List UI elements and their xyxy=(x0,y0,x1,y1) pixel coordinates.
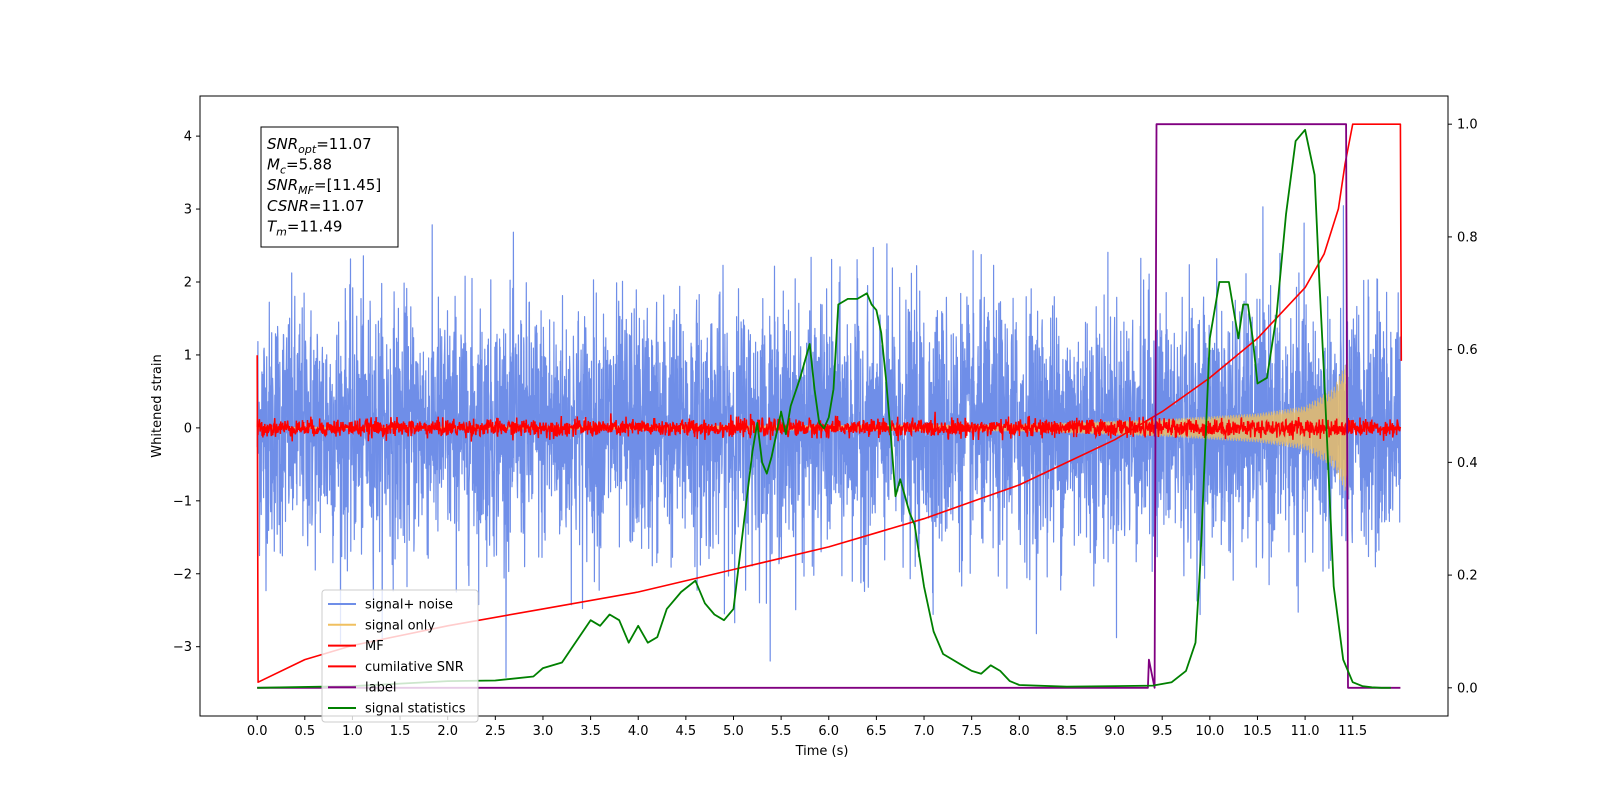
info-box: SNRopt=11.07Mc=5.88SNRMF=[11.45]CSNR=11.… xyxy=(260,126,399,248)
info-subscript: opt xyxy=(298,143,317,156)
y-tick-label: −1 xyxy=(173,494,192,509)
info-box-frame xyxy=(260,126,399,248)
x-tick-label: 11.0 xyxy=(1291,724,1320,739)
legend-label: label xyxy=(365,681,396,696)
legend: signal+ noise signal only MF cumilative SNR… xyxy=(321,589,479,723)
info-variable: SNR xyxy=(267,135,298,153)
info-variable: SNR xyxy=(267,176,298,194)
info-line: Mc=5.88 xyxy=(267,156,332,177)
info-value: =11.07 xyxy=(316,135,372,153)
x-tick-label: 9.0 xyxy=(1104,724,1125,739)
legend-label: signal+ noise xyxy=(365,598,453,613)
x-tick-label: 5.5 xyxy=(771,724,792,739)
y2-tick-label: 0.8 xyxy=(1457,230,1478,245)
info-value: =11.49 xyxy=(287,217,343,235)
info-line: Tm=11.49 xyxy=(267,217,342,238)
legend-label: signal only xyxy=(365,618,435,633)
legend-label: cumilative SNR xyxy=(365,660,464,675)
y-tick-label: 2 xyxy=(184,276,192,291)
y-tick-label: 3 xyxy=(184,203,192,218)
series-label xyxy=(257,123,1401,689)
legend-label: MF xyxy=(365,639,384,654)
x-tick-label: 6.0 xyxy=(818,724,839,739)
y2-tick-label: 1.0 xyxy=(1457,118,1478,133)
x-tick-label: 1.5 xyxy=(390,724,411,739)
x-tick-label: 3.5 xyxy=(580,724,601,739)
y-axis-label: Whitened strain xyxy=(150,354,165,457)
y2-tick-label: 0.4 xyxy=(1457,456,1478,471)
y-tick-label: −2 xyxy=(173,567,192,582)
x-tick-label: 3.0 xyxy=(533,724,554,739)
y-tick-label: 1 xyxy=(184,348,192,363)
plot-frame xyxy=(199,95,1449,717)
info-subscript: m xyxy=(276,225,287,238)
info-value: =5.88 xyxy=(286,156,332,174)
x-tick-label: 9.5 xyxy=(1152,724,1173,739)
x-tick-label: 1.0 xyxy=(342,724,363,739)
info-line: SNRMF=[11.45] xyxy=(267,176,381,197)
series-mf xyxy=(256,411,1402,442)
info-value: =[11.45] xyxy=(314,176,381,194)
info-subscript: c xyxy=(280,164,286,177)
legend-label: signal statistics xyxy=(365,702,466,717)
y-tick-label: 4 xyxy=(184,130,192,145)
x-tick-label: 7.0 xyxy=(914,724,935,739)
axes-layer: 0.0 0.5 1.0 1.5 2.0 2.5 3.0 3.5 4.0 4.5 5.0 5.5 6.0 6… xyxy=(173,118,1478,739)
x-tick-label: 10.5 xyxy=(1243,724,1272,739)
y2-tick-label: 0.0 xyxy=(1457,681,1478,696)
legend-frame xyxy=(321,589,479,723)
info-variable: T xyxy=(267,217,278,235)
info-variable: M xyxy=(267,156,280,174)
series-signal-statistics xyxy=(257,128,1391,689)
y2-tick-label: 0.2 xyxy=(1457,569,1478,584)
x-tick-label: 11.5 xyxy=(1338,724,1367,739)
x-tick-label: 8.5 xyxy=(1057,724,1078,739)
info-variable: CSNR xyxy=(267,197,309,215)
info-line: SNRopt=11.07 xyxy=(267,135,372,156)
x-tick-label: 6.5 xyxy=(866,724,887,739)
x-axis-label: Time (s) xyxy=(795,744,849,759)
info-value: =11.07 xyxy=(309,197,365,215)
x-tick-label: 0.0 xyxy=(247,724,268,739)
x-tick-label: 8.0 xyxy=(1009,724,1030,739)
x-tick-label: 2.5 xyxy=(485,724,506,739)
x-tick-label: 7.5 xyxy=(961,724,982,739)
series-signal-plus-noise xyxy=(256,205,1401,678)
info-subscript: MF xyxy=(298,184,314,197)
x-tick-label: 4.0 xyxy=(628,724,649,739)
y-tick-label: −3 xyxy=(173,640,192,655)
x-tick-label: 10.0 xyxy=(1195,724,1224,739)
x-tick-label: 2.0 xyxy=(437,724,458,739)
x-tick-label: 5.0 xyxy=(723,724,744,739)
y-tick-label: 0 xyxy=(184,421,192,436)
x-tick-label: 0.5 xyxy=(294,724,315,739)
y2-tick-label: 0.6 xyxy=(1457,343,1478,358)
info-line: CSNR=11.07 xyxy=(267,197,364,215)
x-tick-label: 4.5 xyxy=(676,724,697,739)
